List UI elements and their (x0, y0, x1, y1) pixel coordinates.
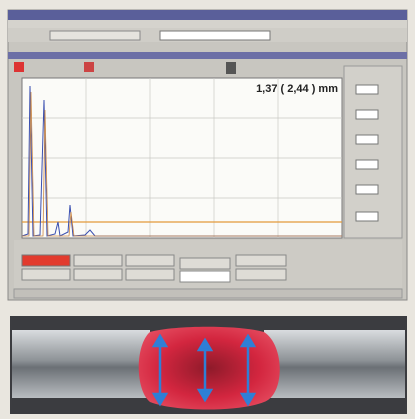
icon-red[interactable] (14, 62, 24, 72)
button[interactable] (74, 269, 122, 280)
button-active[interactable] (22, 255, 70, 266)
input-field[interactable] (356, 135, 378, 144)
toolbar-buttons[interactable] (50, 31, 140, 40)
title-bar (8, 10, 407, 20)
status-bar (14, 289, 402, 298)
input-field[interactable] (356, 85, 378, 94)
input-field[interactable] (356, 110, 378, 119)
measurement-reading: 1,37 ( 2,44 ) mm (256, 83, 338, 95)
button[interactable] (126, 255, 174, 266)
button[interactable] (180, 258, 230, 269)
icon-cursor[interactable] (226, 62, 236, 74)
input-field[interactable] (356, 160, 378, 169)
screenshot: 1,37 ( 2,44 ) mm (0, 0, 415, 419)
input-field[interactable] (356, 185, 378, 194)
dropdown[interactable] (180, 271, 230, 282)
button[interactable] (74, 255, 122, 266)
button[interactable] (236, 255, 286, 266)
button[interactable] (126, 269, 174, 280)
icon-red[interactable] (84, 62, 94, 72)
combo-box[interactable] (160, 31, 270, 40)
metal-plate-left (12, 330, 150, 398)
input-field[interactable] (356, 212, 378, 221)
metal-plate-right (264, 330, 405, 398)
button[interactable] (22, 269, 70, 280)
child-title-bar (8, 52, 407, 59)
page: 1,37 ( 2,44 ) mm (() => (0, 0, 415, 419)
menu-bar (8, 20, 407, 28)
button[interactable] (236, 269, 286, 280)
